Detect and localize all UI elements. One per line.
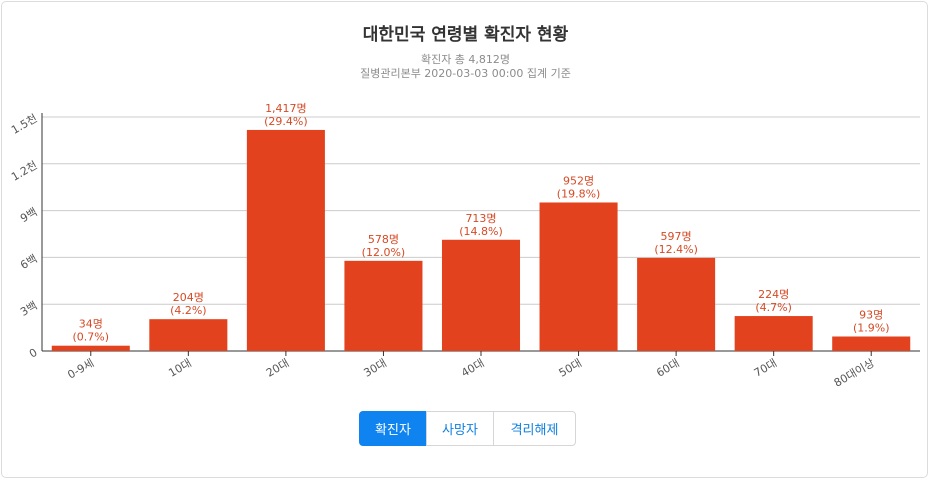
y-tick-label: 6백 <box>18 252 39 272</box>
bar-value-label: 224명 <box>758 288 789 301</box>
x-tick-label: 10대 <box>166 356 193 379</box>
dataset-toggle-group: 확진자 사망자 격리해제 <box>359 411 576 446</box>
bar <box>832 336 911 351</box>
bar-value-label: 952명 <box>563 174 594 187</box>
bar-value-label: 93명 <box>859 308 883 321</box>
y-tick-label: 0 <box>27 346 40 361</box>
bar-value-label: 204명 <box>173 291 204 304</box>
bar-percent-label: (1.9%) <box>853 321 890 334</box>
bar-value-label: 578명 <box>368 233 399 246</box>
bar-value-label: 597명 <box>661 230 692 243</box>
x-tick-label: 20대 <box>264 356 291 379</box>
tab-released-button[interactable]: 격리해제 <box>493 411 576 446</box>
bar <box>539 202 618 351</box>
bar-value-label: 1,417명 <box>265 102 307 115</box>
chart-subtitle-source: 질병관리본부 2020-03-03 00:00 집계 기준 <box>360 67 571 80</box>
bar <box>734 316 813 351</box>
bar <box>637 257 716 351</box>
x-tick-label: 30대 <box>362 356 389 379</box>
bar <box>344 260 423 351</box>
bar-percent-label: (19.8%) <box>557 187 601 200</box>
x-tick-label: 50대 <box>557 356 584 379</box>
bar-percent-label: (0.7%) <box>73 331 110 344</box>
bar <box>149 319 228 351</box>
bar <box>441 239 521 351</box>
bar-percent-label: (4.2%) <box>170 304 207 317</box>
x-tick-label: 80대이상 <box>832 356 877 389</box>
bar-value-label: 713명 <box>465 212 496 225</box>
y-tick-label: 1.2천 <box>9 158 40 184</box>
y-tick-label: 9백 <box>18 205 39 225</box>
bar-percent-label: (14.8%) <box>459 225 503 238</box>
bar <box>51 345 130 351</box>
bar-percent-label: (29.4%) <box>264 115 308 128</box>
y-tick-label: 3백 <box>18 299 39 319</box>
tab-confirmed-button[interactable]: 확진자 <box>359 411 427 446</box>
x-tick-label: 40대 <box>459 356 486 379</box>
chart-title: 대한민국 연령별 확진자 현황 <box>362 25 569 45</box>
bar <box>246 129 325 351</box>
x-tick-label: 60대 <box>654 356 681 379</box>
y-tick-label: 1.5천 <box>9 111 40 137</box>
x-tick-label: 70대 <box>752 356 779 379</box>
x-tick-label: 0-9세 <box>65 356 96 381</box>
bar-percent-label: (12.4%) <box>654 243 698 256</box>
bar-percent-label: (4.7%) <box>755 301 792 314</box>
bar-percent-label: (12.0%) <box>362 246 406 259</box>
chart-subtitle-total: 확진자 총 4,812명 <box>420 53 511 66</box>
bar-value-label: 34명 <box>79 318 103 331</box>
tab-deaths-button[interactable]: 사망자 <box>426 411 494 446</box>
